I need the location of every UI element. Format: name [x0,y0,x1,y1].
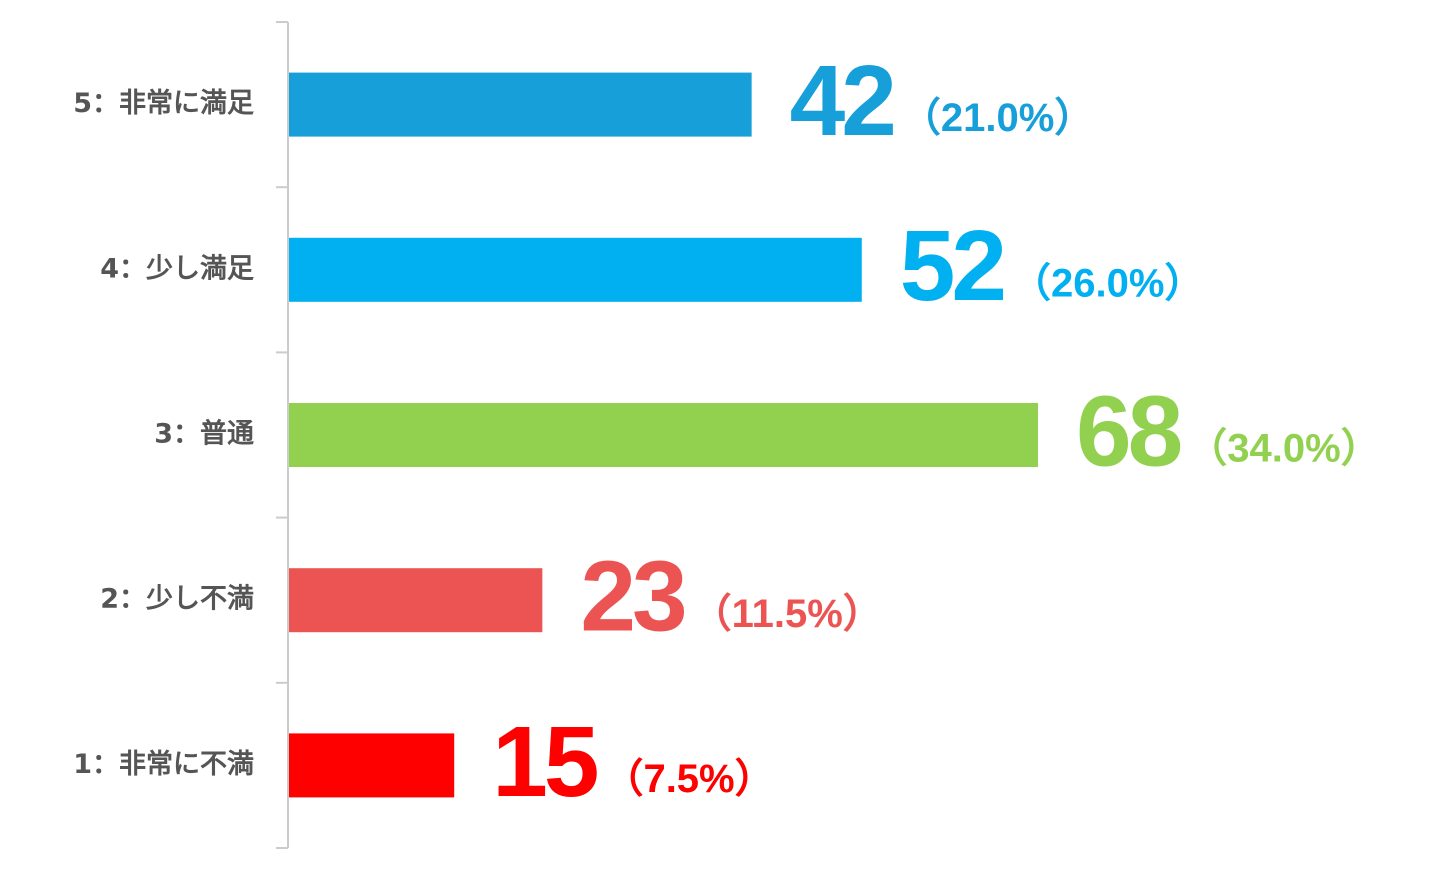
percent-label: （21.0%） [901,96,1094,140]
bar [289,237,862,302]
value-label: 68 [1076,375,1181,487]
percent-label: （11.5%） [692,592,883,636]
value-label: 23 [580,541,684,653]
bar [289,403,1039,467]
percent-label: （34.0%） [1187,427,1380,471]
value-label: 42 [790,45,894,157]
category-label: 2：少し不満 [100,584,254,615]
bar [289,568,543,633]
bar [289,733,455,798]
category-label: 1：非常に不満 [73,749,254,780]
category-label: 4：少し満足 [100,253,254,284]
category-label: 5：非常に満足 [73,88,254,119]
percent-label: （7.5%） [603,757,774,801]
value-label: 15 [492,706,597,818]
category-label: 3：普通 [154,418,254,450]
bar [289,72,752,137]
value-label: 52 [900,210,1004,322]
percent-label: （26.0%） [1011,261,1204,305]
